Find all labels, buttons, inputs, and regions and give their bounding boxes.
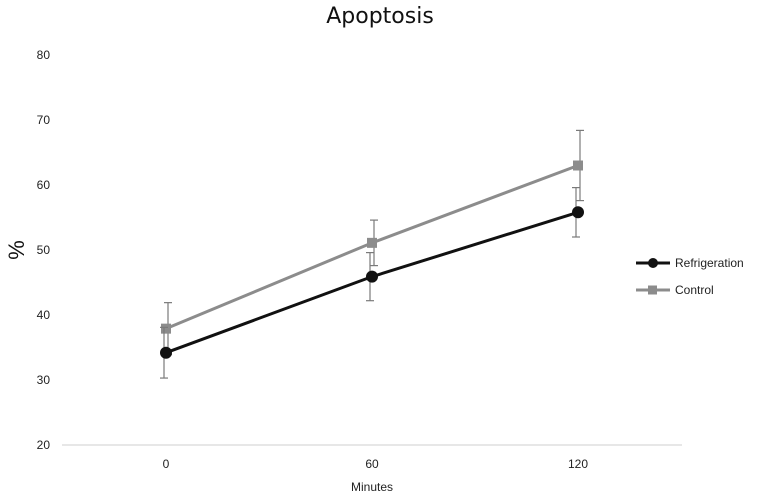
- data-point: [572, 206, 584, 219]
- data-point: [366, 270, 378, 283]
- x-tick-label: 0: [163, 457, 170, 471]
- data-point: [160, 346, 172, 359]
- y-tick-label: 50: [37, 243, 51, 257]
- legend-label: Refrigeration: [675, 256, 744, 270]
- series-control: [161, 129, 584, 356]
- data-point: [161, 323, 171, 334]
- series-refrigeration: [160, 187, 584, 379]
- series-layer: [160, 129, 584, 379]
- y-tick-label: 40: [37, 308, 51, 322]
- data-point: [573, 160, 583, 171]
- x-axis-label: Minutes: [351, 480, 393, 494]
- legend-marker: [648, 258, 658, 268]
- y-axis-label: %: [4, 240, 29, 260]
- legend: Refrigeration Control: [636, 256, 744, 297]
- data-point: [367, 237, 377, 248]
- x-tick-label: 60: [365, 457, 379, 471]
- y-tick-label: 70: [37, 113, 51, 127]
- y-tick-label: 60: [37, 178, 51, 192]
- legend-entry: Refrigeration: [636, 256, 744, 270]
- x-tick-label: 120: [568, 457, 588, 471]
- y-tick-label: 30: [37, 373, 51, 387]
- y-tick-label: 20: [37, 438, 51, 452]
- tick-labels: 20 30 40 50 60 70 80 0 60 120: [37, 48, 589, 471]
- y-tick-label: 80: [37, 48, 51, 62]
- legend-entry: Control: [636, 283, 714, 297]
- legend-marker: [648, 285, 657, 295]
- chart-title: Apoptosis: [326, 4, 434, 29]
- legend-label: Control: [675, 283, 714, 297]
